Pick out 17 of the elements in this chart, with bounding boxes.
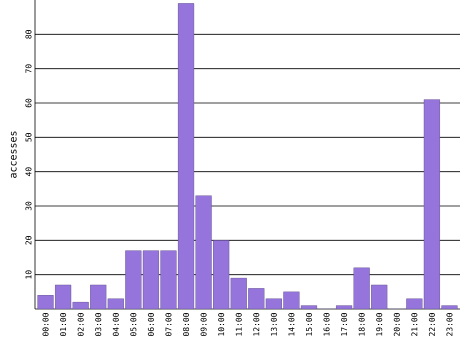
bar xyxy=(354,268,370,309)
bar xyxy=(178,3,194,309)
y-axis-title: accesses xyxy=(10,131,17,178)
bar xyxy=(54,284,72,309)
bar xyxy=(230,278,247,309)
bar xyxy=(160,250,177,309)
bar xyxy=(283,292,300,309)
bar xyxy=(108,298,124,309)
bar xyxy=(248,288,264,309)
bar xyxy=(125,250,142,309)
bar xyxy=(142,250,160,309)
bar xyxy=(213,240,230,309)
bar xyxy=(38,295,54,309)
bar xyxy=(371,284,388,309)
bar xyxy=(424,99,440,309)
bar xyxy=(90,284,106,309)
bar xyxy=(195,196,212,309)
